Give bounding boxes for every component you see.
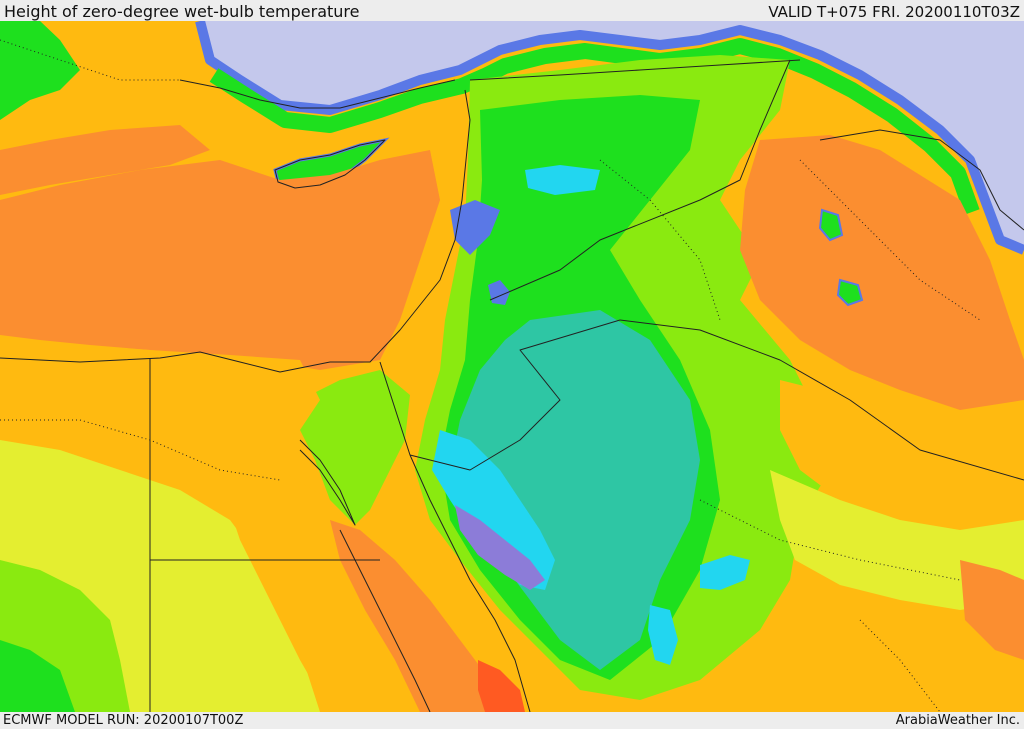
mediterranean-sea [0,21,1024,250]
valid-time: VALID T+075 FRI. 20200110T03Z [768,3,1020,21]
internal-border-4 [699,499,961,581]
nubian-amber [220,470,430,712]
sinai-green [300,370,410,525]
turkey-border [469,59,801,81]
egypt-amber [0,340,320,470]
egypt-orange [0,150,440,370]
asir-cyan [648,605,678,665]
libya-orange [0,125,210,195]
arabia-teal [450,310,700,670]
sinai-border [379,361,411,456]
gulf-islands [818,208,864,307]
weather-map [0,21,1024,712]
west-coast-green [0,21,80,120]
north-africa-coastline [0,89,471,373]
north-green-band [209,38,980,215]
levant-violet [450,200,500,255]
red-sea-orange [330,520,510,712]
header-bar: Height of zero-degree wet-bulb temperatu… [0,0,1024,21]
gulf-coast-east [819,129,1024,231]
internal-border-2 [599,159,721,321]
iraq-orange [740,135,1024,410]
turkey-south-coast [179,79,456,109]
hejaz-violet [455,505,545,590]
red-sea-east-coast [409,454,531,712]
red-sea-hotspot [478,660,525,712]
central-cyan [700,555,750,590]
cyprus-outline [274,139,386,189]
east-yellow [770,470,1024,610]
internal-border-1 [0,419,281,481]
credit-label: ArabiaWeather Inc. [895,713,1020,728]
south-west-deep-green [0,640,75,712]
gulf-of-suez [299,439,356,526]
map-title: Height of zero-degree wet-bulb temperatu… [4,2,360,21]
model-run-label: ECMWF MODEL RUN: 20200107T00Z [3,713,244,728]
internal-border-5 [0,39,180,81]
red-sea-west-coast [339,529,431,712]
footer-bar: ECMWF MODEL RUN: 20200107T00Z ArabiaWeat… [0,712,1024,729]
north-iraq-cyan [525,165,600,195]
internal-border-6 [859,619,941,712]
saudi-jordan-border [409,319,621,471]
iraq-saudi-border [619,319,1024,481]
syria-iraq-border [489,59,791,301]
south-east-amber [760,580,1024,712]
south-east-orange [960,560,1024,660]
north-coast-band [195,21,1024,255]
hejaz-cyan [432,430,555,590]
gulf-amber [780,380,1024,530]
